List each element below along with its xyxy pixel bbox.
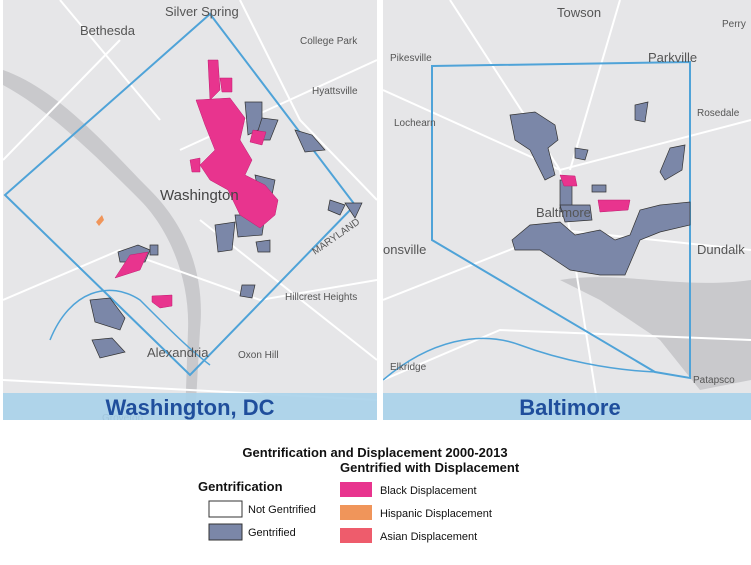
legend-label: Black Displacement	[380, 485, 477, 497]
place-label: Lochearn	[394, 118, 436, 129]
hispanic-tract	[96, 215, 104, 226]
county-line	[49, 289, 211, 366]
place-label: Elkridge	[390, 362, 427, 373]
panel-title: Washington, DC	[105, 395, 274, 420]
legend-swatch	[340, 505, 372, 520]
legend-swatch	[208, 523, 243, 541]
black-displacement-tracts	[96, 59, 279, 309]
place-label: Pikesville	[390, 53, 432, 64]
title-banner	[383, 393, 751, 420]
dc-map: Silver Spring Bethesda College Park Hyat…	[3, 0, 377, 420]
place-label: Silver Spring	[165, 4, 239, 19]
legend: Gentrification and Displacement 2000-201…	[198, 445, 520, 543]
place-label: Rosedale	[697, 108, 740, 119]
place-label: Washington	[160, 187, 239, 204]
place-label: Baltimore	[536, 205, 591, 220]
legend-heading: Gentrification	[198, 479, 283, 494]
baltimore-map: Towson Perry Pikesville Parkville Roseda…	[383, 0, 751, 420]
place-label: College Park	[300, 36, 358, 47]
title-banner	[3, 393, 377, 420]
legend-title: Gentrification and Displacement 2000-201…	[242, 445, 507, 460]
place-label: Parkville	[648, 50, 697, 65]
legend-heading: Gentrified with Displacement	[340, 460, 520, 475]
legend-swatch	[208, 500, 243, 518]
place-label: Bethesda	[80, 23, 136, 38]
boundary	[431, 60, 691, 380]
place-label: Perry	[722, 19, 746, 30]
black-displacement-tracts	[559, 174, 631, 213]
place-label: Patapsco	[693, 375, 735, 386]
gentrified-tracts	[509, 101, 691, 276]
legend-label: Not Gentrified	[248, 504, 316, 516]
place-label: Alexandria	[147, 345, 209, 360]
place-label: onsville	[383, 242, 426, 257]
place-label: Hillcrest Heights	[285, 292, 357, 303]
panel-title: Baltimore	[519, 395, 620, 420]
legend-swatch	[340, 528, 372, 543]
legend-label: Gentrified	[248, 527, 296, 539]
legend-label: Asian Displacement	[380, 531, 477, 543]
place-label: Oxon Hill	[238, 350, 279, 361]
legend-label: Hispanic Displacement	[380, 508, 492, 520]
place-label: Dundalk	[697, 242, 745, 257]
place-label: Hyattsville	[312, 86, 358, 97]
harbor	[560, 277, 751, 390]
legend-swatch	[340, 482, 372, 497]
place-label: Towson	[557, 5, 601, 20]
county-line	[383, 337, 656, 381]
